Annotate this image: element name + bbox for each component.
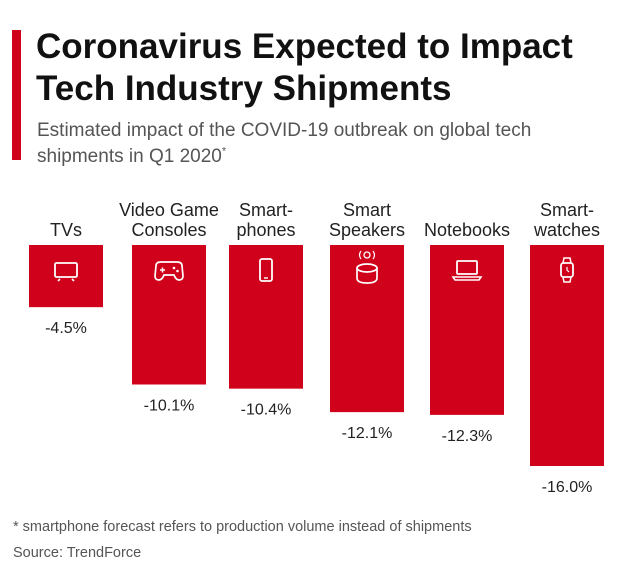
category-label: Consoles — [131, 220, 206, 240]
smartphone-icon — [259, 258, 273, 282]
bar — [229, 245, 303, 389]
category-label: Video Game — [119, 200, 219, 220]
bar — [29, 245, 103, 308]
chart-title: Coronavirus Expected to Impact Tech Indu… — [36, 27, 573, 108]
category-label: Smart — [343, 200, 391, 220]
value-label: -10.4% — [241, 402, 292, 419]
value-label: -12.3% — [442, 428, 493, 445]
bar — [132, 245, 206, 385]
category-label: watches — [533, 220, 600, 240]
category-label: Speakers — [329, 220, 405, 240]
bar — [330, 245, 404, 413]
chart-subtitle: Estimated impact of the COVID-19 outbrea… — [37, 118, 597, 170]
bar — [530, 245, 604, 466]
title-accent-bar — [12, 30, 21, 160]
subtitle-footnote-marker: * — [221, 145, 227, 158]
category-label: Notebooks — [424, 220, 510, 240]
chart-subtitle-text: Estimated impact of the COVID-19 outbrea… — [37, 120, 532, 167]
gamepad-icon — [154, 261, 184, 281]
bar — [430, 245, 504, 415]
category-label: phones — [236, 220, 295, 240]
value-label: -12.1% — [342, 425, 393, 442]
laptop-icon — [451, 260, 483, 281]
category-label: Smart- — [540, 200, 594, 220]
category-label: Smart- — [239, 200, 293, 220]
smartwatch-icon — [560, 257, 574, 283]
smart-speaker-icon — [356, 250, 378, 284]
category-label: TVs — [50, 220, 82, 240]
tv-icon — [54, 262, 78, 282]
value-label: -10.1% — [144, 398, 195, 415]
value-label: -4.5% — [45, 320, 87, 337]
footnote: * smartphone forecast refers to producti… — [13, 519, 472, 535]
source-note: Source: TrendForce — [13, 545, 142, 561]
value-label: -16.0% — [542, 479, 593, 496]
